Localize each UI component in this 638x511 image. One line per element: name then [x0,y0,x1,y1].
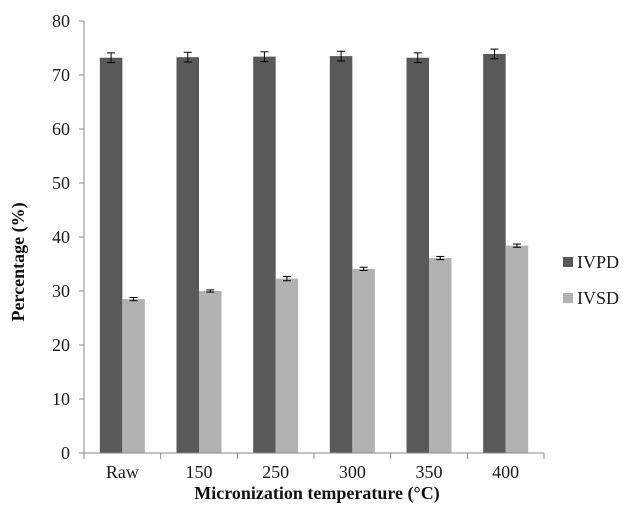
y-axis-title: Percentage (%) [8,202,29,321]
x-tick-label: 300 [339,462,366,482]
y-tick-label: 60 [52,119,70,139]
bar-ivsd [275,278,299,453]
legend-swatch-ivpd [563,257,573,267]
bar-ivpd [483,53,506,453]
x-axis-ticks: Raw 150 250 300 350 400 [83,453,545,482]
legend: IVPD IVSD [563,252,619,308]
y-tick-label: 70 [52,65,70,85]
bar-ivsd [122,299,145,453]
legend-label-ivsd: IVSD [577,288,619,308]
bars [99,53,529,454]
y-tick-label: 0 [61,443,70,463]
legend-swatch-ivsd [563,293,573,303]
y-tick-label: 30 [52,281,70,301]
x-tick-label: 400 [492,462,519,482]
bar-ivpd [406,57,429,453]
x-tick-label: 150 [186,462,213,482]
y-tick-label: 40 [52,227,70,247]
bar-ivpd [99,57,123,453]
bar-ivsd [199,291,222,453]
y-tick-label: 20 [52,335,70,355]
y-tick-label: 10 [52,389,70,409]
bar-ivsd [352,268,375,453]
y-tick-label: 50 [52,173,70,193]
x-tick-label: Raw [106,462,139,482]
bar-ivsd [505,245,529,453]
y-axis-ticks: 0 10 20 30 40 50 60 70 80 [52,11,84,463]
bar-ivpd [329,56,353,453]
x-tick-label: 250 [262,462,289,482]
x-axis-title: Micronization temperature (°C) [194,483,439,504]
error-bars [107,48,521,302]
bar-ivpd [253,56,276,453]
x-tick-label: 350 [416,462,443,482]
bar-ivpd [176,57,199,454]
y-tick-label: 80 [52,11,70,31]
legend-label-ivpd: IVPD [577,252,619,272]
bar-ivsd [429,258,452,453]
